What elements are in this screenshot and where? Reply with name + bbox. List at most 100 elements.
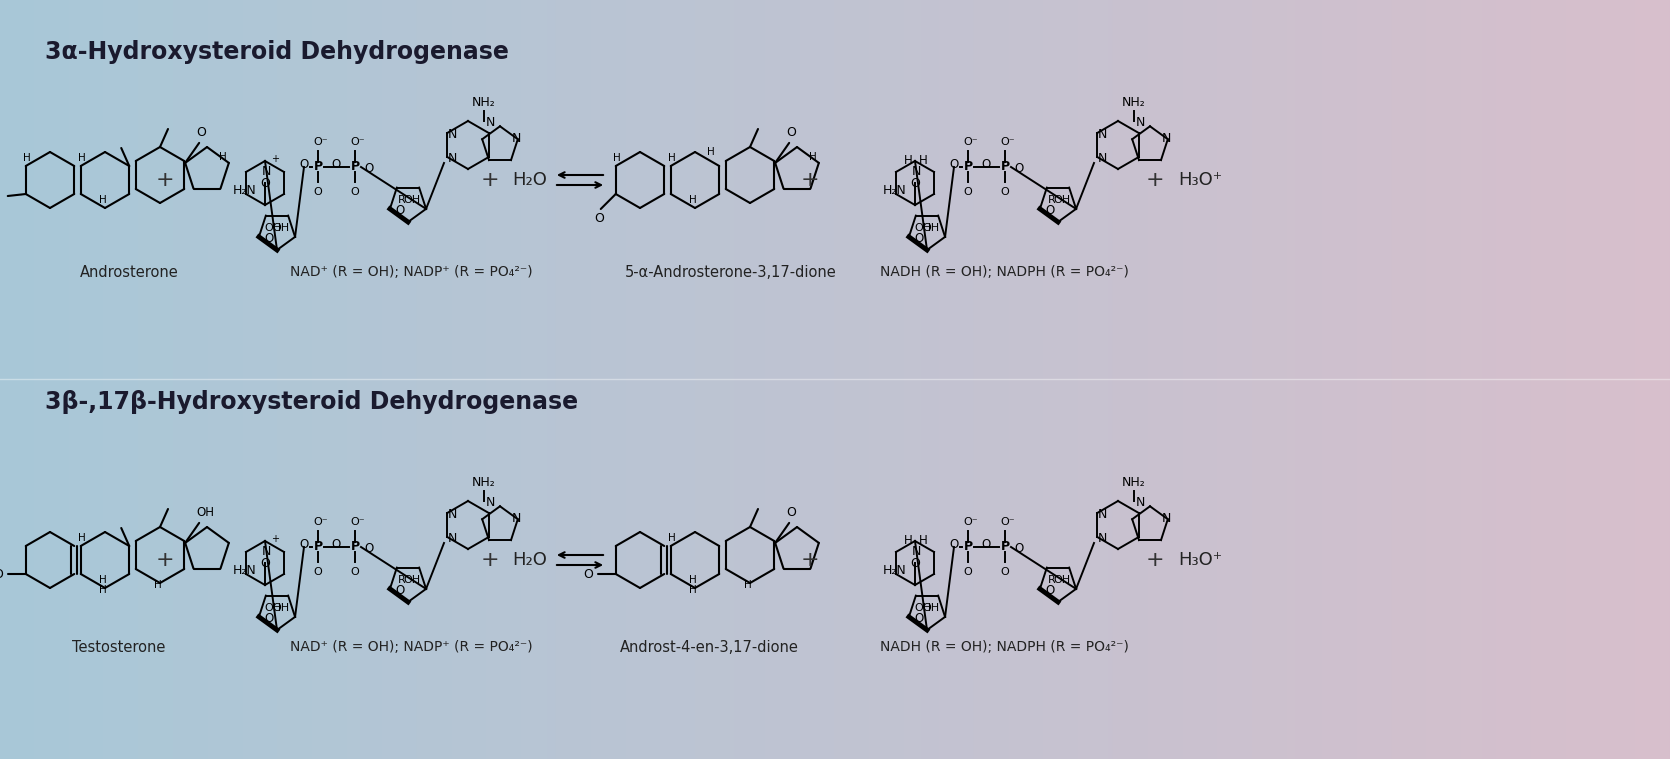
Text: O: O [299,159,309,172]
Text: O: O [1000,567,1009,577]
Text: N: N [1136,116,1144,130]
Text: O: O [264,612,274,625]
Text: O: O [364,543,374,556]
Text: H: H [745,580,752,590]
Text: R: R [1049,575,1055,584]
Text: +: + [271,534,279,544]
Text: H: H [903,534,912,547]
Text: O: O [261,177,271,190]
Text: O: O [949,538,959,552]
Text: H: H [708,147,715,157]
Text: O: O [910,557,920,570]
Text: N: N [1097,153,1107,165]
Text: H₂N: H₂N [883,565,907,578]
Text: R: R [1049,194,1055,205]
Text: O⁻: O⁻ [1000,137,1015,147]
Text: H₃O⁺: H₃O⁺ [1177,551,1222,569]
Text: +: + [271,154,279,164]
Text: NAD⁺ (R = OH); NADP⁺ (R = PO₄²⁻): NAD⁺ (R = OH); NADP⁺ (R = PO₄²⁻) [291,265,533,279]
Text: P: P [964,540,972,553]
Text: OH: OH [913,222,932,232]
Text: H: H [690,575,696,585]
Text: OH: OH [404,575,421,584]
Text: H₂O: H₂O [513,551,548,569]
Text: O: O [787,506,797,519]
Text: H: H [23,153,30,163]
Text: N: N [448,533,456,546]
Text: O: O [351,567,359,577]
Text: H: H [668,533,676,543]
Text: H₂N: H₂N [883,184,907,197]
Text: O: O [197,127,205,140]
Text: O: O [314,567,322,577]
Text: O: O [964,187,972,197]
Text: OH: OH [195,506,214,519]
Text: NH₂: NH₂ [473,477,496,490]
Text: O⁻: O⁻ [1000,517,1015,527]
Text: H: H [919,155,927,168]
Text: O: O [1014,162,1024,175]
Text: OH: OH [264,603,281,613]
Text: H: H [903,155,912,168]
Text: OH: OH [1054,575,1070,584]
Text: NADH (R = OH); NADPH (R = PO₄²⁻): NADH (R = OH); NADPH (R = PO₄²⁻) [880,640,1129,654]
Text: O: O [351,187,359,197]
Text: H: H [690,585,696,595]
Text: +: + [155,550,174,570]
Text: H: H [99,585,107,595]
Text: O: O [787,127,797,140]
Text: O⁻: O⁻ [964,137,979,147]
Text: OH: OH [404,194,421,205]
Text: 3β-,17β-Hydroxysteroid Dehydrogenase: 3β-,17β-Hydroxysteroid Dehydrogenase [45,390,578,414]
Text: N: N [511,133,521,146]
Text: N: N [261,545,271,558]
Text: O: O [964,567,972,577]
Text: +: + [481,170,499,190]
Text: O: O [264,231,274,244]
Text: O: O [982,538,990,552]
Text: NADH (R = OH); NADPH (R = PO₄²⁻): NADH (R = OH); NADPH (R = PO₄²⁻) [880,265,1129,279]
Text: N: N [511,512,521,525]
Text: OH: OH [264,222,281,232]
Text: H: H [690,195,696,205]
Text: OH: OH [272,222,289,232]
Text: NH₂: NH₂ [1122,96,1146,109]
Text: P: P [964,160,972,174]
Text: +: + [155,170,174,190]
Text: O⁻: O⁻ [351,517,366,527]
Text: N: N [261,165,271,178]
Text: OH: OH [922,222,940,232]
Text: Androst-4-en-3,17-dione: Androst-4-en-3,17-dione [620,640,798,655]
Text: +: + [1146,170,1164,190]
Text: N: N [448,509,456,521]
Text: H: H [78,153,85,163]
Text: O: O [261,557,271,570]
Text: H: H [99,575,107,585]
Text: P: P [1000,540,1010,553]
Text: O: O [910,177,920,190]
Text: NH₂: NH₂ [1122,477,1146,490]
Text: O: O [364,162,374,175]
Text: N: N [448,153,456,165]
Text: O: O [595,213,603,225]
Text: H₂N: H₂N [234,565,257,578]
Text: H: H [613,153,621,163]
Text: H: H [919,534,927,547]
Text: O: O [583,568,593,581]
Text: H₂O: H₂O [513,171,548,189]
Text: P: P [314,160,322,174]
Text: P: P [351,540,359,553]
Text: N: N [1097,128,1107,141]
Text: O: O [299,538,309,552]
Text: O: O [314,187,322,197]
Text: NAD⁺ (R = OH); NADP⁺ (R = PO₄²⁻): NAD⁺ (R = OH); NADP⁺ (R = PO₄²⁻) [291,640,533,654]
Text: O: O [1045,584,1055,597]
Text: O⁻: O⁻ [351,137,366,147]
Text: N: N [486,496,494,509]
Text: OH: OH [922,603,940,613]
Text: O: O [396,203,404,216]
Text: O: O [332,538,341,552]
Text: R: R [397,194,406,205]
Text: O: O [332,159,341,172]
Text: N: N [912,545,920,558]
